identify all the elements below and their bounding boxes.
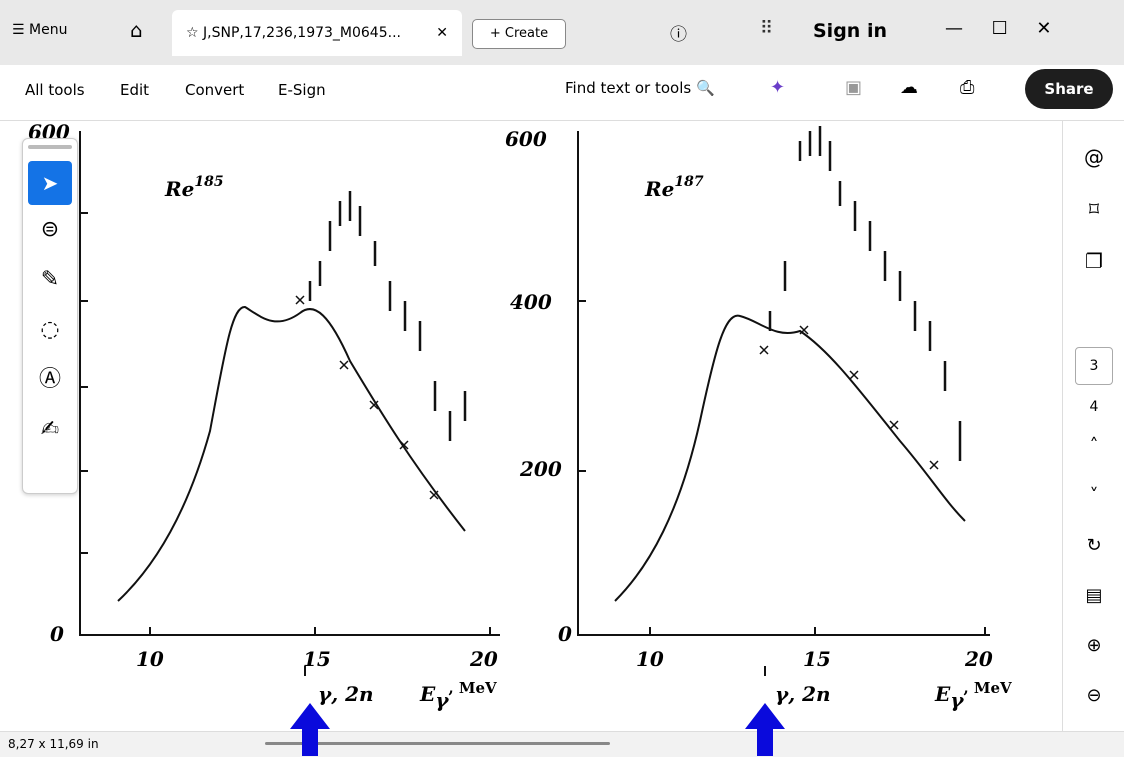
y-tick: 400 xyxy=(510,290,552,314)
x-tick: 10 xyxy=(136,647,164,671)
page: ☰ Menu ⌂ ☆ J,SNP,17,236,1973_M0645...✕ +… xyxy=(0,0,1124,756)
tab-title: J,SNP,17,236,1973_M0645... xyxy=(203,25,401,41)
axes xyxy=(578,131,990,635)
ai-button[interactable]: ✦ xyxy=(770,77,785,98)
data-crosses xyxy=(296,296,938,499)
search[interactable]: Find text or tools 🔍 xyxy=(565,79,715,97)
menu-label: Menu xyxy=(29,22,67,38)
search-label: Find text or tools xyxy=(565,79,691,97)
tool-item[interactable]: E-Sign xyxy=(278,81,326,99)
curve xyxy=(118,307,465,601)
document-page: Re185 600 0 10 15 20 γ, 2n Eγ, MeV Re187… xyxy=(0,121,1062,731)
save-button[interactable]: ▣ xyxy=(845,77,862,98)
share-button[interactable]: Share xyxy=(1025,69,1113,109)
y-tick: 200 xyxy=(519,457,562,481)
create-label: Create xyxy=(505,26,548,41)
mass: 185 xyxy=(194,174,223,190)
create-button[interactable]: + Create xyxy=(472,19,566,49)
y-tick: 0 xyxy=(558,622,572,646)
y-tick: 600 xyxy=(505,127,547,151)
element-label: Re185 xyxy=(164,174,224,201)
figure xyxy=(80,126,990,635)
figure-labels: Re185 600 0 10 15 20 γ, 2n Eγ, MeV Re187… xyxy=(28,121,1012,712)
threshold-arrows xyxy=(305,666,765,676)
x-tick: 20 xyxy=(469,647,498,671)
drawing-tools[interactable]: ⊜✎◌Ⓐ✍ xyxy=(23,205,77,455)
current-page[interactable]: 3 xyxy=(1075,347,1113,385)
x-tick: 15 xyxy=(303,647,331,671)
menu-button[interactable]: ☰ Menu xyxy=(12,22,67,38)
print-button[interactable]: ⎙ xyxy=(960,77,974,98)
upload-button[interactable]: ☁ xyxy=(900,77,918,98)
annotation-arrows xyxy=(0,695,1124,756)
tab-bar: ☰ Menu ⌂ ☆ J,SNP,17,236,1973_M0645...✕ +… xyxy=(0,0,1124,66)
tool-panel: ➤ ⊜✎◌Ⓐ✍ xyxy=(22,138,78,494)
toolbar: All tools Edit Convert E-Sign Find text … xyxy=(0,65,1124,121)
x-tick: 20 xyxy=(964,647,993,671)
error-bars xyxy=(310,126,960,461)
element: Re xyxy=(164,177,194,201)
y-tick: 0 xyxy=(50,622,64,646)
mass: 187 xyxy=(674,174,703,190)
tool-item[interactable]: Edit xyxy=(120,81,149,99)
right-sidebar: @⌑❐ 3 4 ˄˅↻▤⊕⊖ xyxy=(1062,121,1124,731)
nav-icons[interactable]: ˄˅↻▤⊕⊖ xyxy=(1063,421,1124,721)
blue-arrows xyxy=(290,703,785,756)
window-controls[interactable]: — ☐ ✕ xyxy=(945,18,1051,39)
element: Re xyxy=(644,177,674,201)
curve xyxy=(615,316,965,601)
axes xyxy=(80,131,500,635)
tool-item[interactable]: All tools xyxy=(25,81,85,99)
x-tick: 15 xyxy=(803,647,831,671)
x-tick: 10 xyxy=(636,647,664,671)
help-button[interactable]: ⓘ xyxy=(670,20,687,45)
next-page[interactable]: 4 xyxy=(1063,399,1124,415)
select-tool[interactable]: ➤ xyxy=(28,161,72,205)
sidebar-icons[interactable]: @⌑❐ xyxy=(1063,131,1124,287)
apps-button[interactable]: ⠿ xyxy=(760,18,773,39)
document-tab[interactable]: ☆ J,SNP,17,236,1973_M0645...✕ xyxy=(172,10,462,56)
tool-item[interactable]: Convert xyxy=(185,81,244,99)
home-button[interactable]: ⌂ xyxy=(130,18,143,42)
sign-in-button[interactable]: Sign in xyxy=(813,20,887,42)
element-label: Re187 xyxy=(644,174,704,201)
